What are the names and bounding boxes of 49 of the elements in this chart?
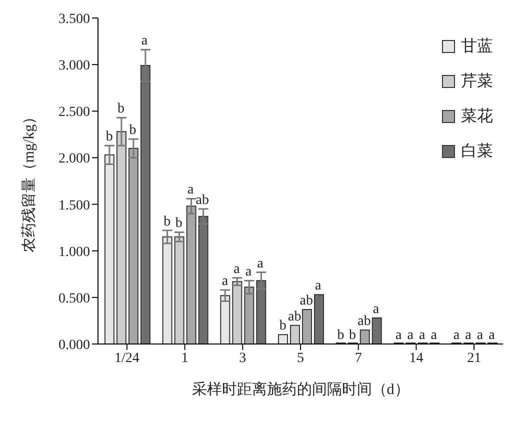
data-label: a: [430, 328, 438, 343]
data-label: a: [465, 328, 472, 343]
data-label: b: [348, 328, 356, 343]
y-axis-title: 农药残留量（mg/kg）: [20, 109, 38, 253]
data-label: a: [453, 328, 460, 343]
y-tick-label: 3.500: [58, 12, 90, 27]
data-label: a: [488, 328, 496, 343]
legend-label: 菜花: [461, 106, 493, 127]
data-label: a: [395, 328, 402, 343]
y-tick-label: 1.500: [58, 198, 90, 214]
x-axis-title: 采样时距离施药的间隔时间（d）: [192, 381, 410, 398]
data-label: b: [164, 214, 171, 230]
data-label: a: [141, 34, 148, 49]
y-tick-label: 3.000: [58, 58, 90, 74]
x-tick-label: 1: [181, 350, 188, 366]
legend-label: 芹菜: [461, 72, 493, 92]
x-tick-label: 7: [354, 350, 362, 366]
data-label: ab: [358, 314, 371, 330]
data-label: b: [337, 328, 344, 343]
x-tick-label: 1/24: [114, 350, 140, 366]
y-tick-label: 1.000: [58, 244, 90, 260]
data-label: b: [118, 102, 125, 117]
legend-label: 白菜: [461, 142, 493, 162]
data-label: ab: [196, 192, 210, 208]
y-tick-label: 0.000: [58, 338, 90, 353]
data-label: a: [418, 328, 426, 343]
x-tick-label: 14: [409, 350, 424, 366]
data-label: a: [372, 302, 380, 317]
y-tick-label: 0.500: [58, 291, 90, 306]
y-tick-label: 2.000: [58, 152, 90, 167]
data-label: a: [257, 256, 264, 272]
data-label: a: [234, 262, 241, 277]
data-label: b: [175, 216, 182, 232]
y-tick-label: 2.500: [58, 105, 90, 120]
data-label: b: [129, 123, 136, 138]
data-label: a: [222, 274, 229, 289]
x-tick-label: 21: [467, 350, 482, 366]
x-tick-label: 3: [239, 350, 246, 366]
legend-label: 甘蓝: [461, 36, 493, 57]
data-label: ab: [288, 309, 302, 324]
data-label: a: [407, 328, 414, 343]
data-label: b: [106, 130, 113, 145]
data-label: b: [279, 318, 286, 334]
data-label: a: [315, 278, 322, 294]
x-tick-label: 5: [297, 350, 304, 366]
data-label: a: [245, 264, 252, 280]
data-label: ab: [300, 294, 313, 309]
data-label: a: [188, 182, 195, 198]
data-label: a: [476, 328, 484, 343]
